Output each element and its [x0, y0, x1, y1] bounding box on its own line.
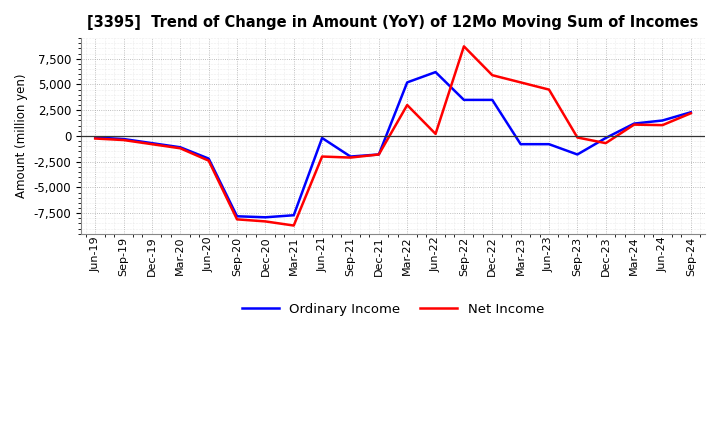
Ordinary Income	[658, 118, 667, 123]
Net Income	[630, 122, 639, 127]
Net Income	[516, 80, 525, 85]
Ordinary Income	[91, 135, 99, 140]
Ordinary Income	[686, 110, 695, 115]
Net Income	[346, 155, 355, 160]
Ordinary Income	[374, 152, 383, 157]
Net Income	[686, 110, 695, 116]
Ordinary Income	[601, 136, 610, 141]
Ordinary Income	[431, 70, 440, 75]
Ordinary Income	[148, 140, 156, 146]
Y-axis label: Amount (million yen): Amount (million yen)	[15, 73, 28, 198]
Ordinary Income	[318, 136, 326, 141]
Ordinary Income	[120, 136, 128, 142]
Ordinary Income	[233, 214, 241, 219]
Net Income	[601, 140, 610, 146]
Net Income	[459, 44, 468, 49]
Net Income	[318, 154, 326, 159]
Net Income	[148, 142, 156, 147]
Net Income	[374, 152, 383, 157]
Net Income	[204, 158, 213, 163]
Ordinary Income	[516, 142, 525, 147]
Net Income	[120, 137, 128, 143]
Ordinary Income	[573, 152, 582, 157]
Ordinary Income	[346, 154, 355, 159]
Net Income	[403, 103, 412, 108]
Net Income	[431, 131, 440, 136]
Ordinary Income	[403, 80, 412, 85]
Net Income	[573, 135, 582, 140]
Title: [3395]  Trend of Change in Amount (YoY) of 12Mo Moving Sum of Incomes: [3395] Trend of Change in Amount (YoY) o…	[87, 15, 698, 30]
Ordinary Income	[488, 97, 497, 103]
Net Income	[488, 73, 497, 78]
Net Income	[545, 87, 554, 92]
Ordinary Income	[261, 215, 270, 220]
Legend: Ordinary Income, Net Income: Ordinary Income, Net Income	[237, 297, 549, 321]
Net Income	[658, 122, 667, 128]
Line: Ordinary Income: Ordinary Income	[95, 72, 690, 217]
Ordinary Income	[459, 97, 468, 103]
Line: Net Income: Net Income	[95, 46, 690, 226]
Ordinary Income	[289, 213, 298, 218]
Ordinary Income	[630, 121, 639, 126]
Ordinary Income	[176, 145, 184, 150]
Ordinary Income	[204, 156, 213, 161]
Net Income	[91, 136, 99, 141]
Ordinary Income	[545, 142, 554, 147]
Net Income	[261, 219, 270, 224]
Net Income	[289, 223, 298, 228]
Net Income	[233, 217, 241, 222]
Net Income	[176, 146, 184, 151]
